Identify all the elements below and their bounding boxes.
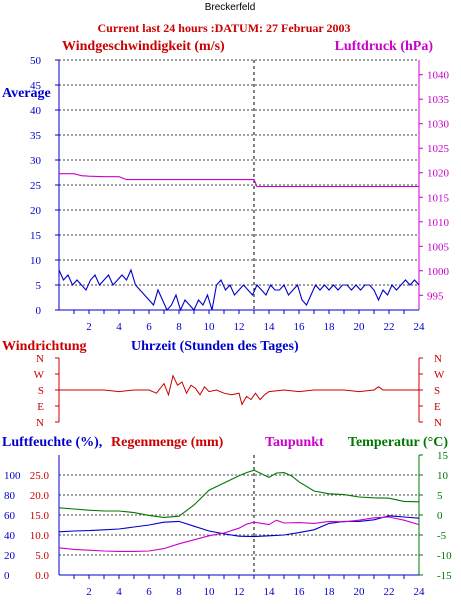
direction-tick-label-left: N bbox=[36, 353, 44, 365]
lower-hour-tick-label: 14 bbox=[264, 586, 276, 598]
pressure-tick-label: 1020 bbox=[427, 168, 450, 180]
hour-tick-label: 20 bbox=[354, 321, 366, 333]
lower-hour-tick-label: 10 bbox=[204, 586, 216, 598]
lower-hour-tick-label: 24 bbox=[414, 586, 426, 598]
humidity-title: Luftfeuchte (%), bbox=[2, 435, 102, 450]
direction-tick-label-right: S bbox=[434, 385, 440, 397]
pressure-tick-label: 1015 bbox=[427, 192, 450, 204]
chart-layer: 0510152025303540455099510001005101010151… bbox=[4, 55, 452, 598]
chart-header: Current last 24 hours :DATUM: 27 Februar… bbox=[98, 21, 351, 35]
average-label: Average bbox=[2, 86, 51, 101]
hour-tick-label: 10 bbox=[204, 321, 216, 333]
temperature-tick-label: 10 bbox=[437, 470, 449, 482]
hour-tick-label: 18 bbox=[324, 321, 336, 333]
temperature-tick-label: 15 bbox=[437, 450, 449, 462]
rain-tick-label: 0.0 bbox=[35, 570, 49, 582]
pressure-title: Luftdruck (hPa) bbox=[335, 39, 434, 54]
hour-tick-label: 22 bbox=[384, 321, 395, 333]
wind-tick-label: 20 bbox=[30, 205, 42, 217]
pressure-line bbox=[59, 173, 419, 188]
wind-tick-label: 0 bbox=[36, 305, 42, 317]
humidity-tick-label: 80 bbox=[4, 490, 16, 502]
hour-tick-label: 14 bbox=[264, 321, 276, 333]
direction-tick-label-left: S bbox=[38, 385, 44, 397]
lower-hour-tick-label: 18 bbox=[324, 586, 336, 598]
temperature-tick-label: -5 bbox=[437, 530, 447, 542]
rain-title: Regenmenge (mm) bbox=[111, 435, 224, 450]
lower-hour-tick-label: 8 bbox=[176, 586, 182, 598]
rain-tick-label: 10.0 bbox=[30, 530, 50, 542]
humidity-tick-label: 100 bbox=[4, 470, 21, 482]
wind-tick-label: 25 bbox=[30, 180, 42, 192]
wind-speed-title: Windgeschwindigkeit (m/s) bbox=[62, 39, 225, 54]
lower-hour-tick-label: 12 bbox=[234, 586, 245, 598]
pressure-tick-label: 1025 bbox=[427, 143, 450, 155]
wind-tick-label: 40 bbox=[30, 105, 42, 117]
dewpoint-line bbox=[58, 516, 420, 552]
wind-tick-label: 50 bbox=[30, 55, 42, 67]
pressure-tick-label: 1035 bbox=[427, 94, 450, 106]
hour-tick-label: 8 bbox=[176, 321, 182, 333]
lower-hour-tick-label: 6 bbox=[146, 586, 152, 598]
direction-tick-label-left: W bbox=[34, 369, 45, 381]
wind-speed-line bbox=[58, 268, 420, 312]
pressure-tick-label: 1000 bbox=[427, 266, 450, 278]
temperature-line bbox=[58, 469, 420, 518]
direction-tick-label-left: N bbox=[36, 417, 44, 429]
time-axis-title: Uhrzeit (Stunden des Tages) bbox=[131, 339, 299, 354]
humidity-tick-label: 40 bbox=[4, 530, 16, 542]
rain-tick-label: 25.0 bbox=[30, 470, 50, 482]
pressure-tick-label: 1040 bbox=[427, 70, 450, 82]
wind-tick-label: 30 bbox=[30, 155, 42, 167]
humidity-line bbox=[58, 515, 420, 538]
direction-tick-label-right: E bbox=[434, 401, 441, 413]
dewpoint-title: Taupunkt bbox=[265, 435, 324, 450]
pressure-tick-label: 1005 bbox=[427, 241, 450, 253]
wind-direction-title: Windrichtung bbox=[2, 339, 87, 354]
humidity-tick-label: 20 bbox=[4, 550, 16, 562]
temperature-title: Temperatur (°C) bbox=[348, 435, 448, 450]
hour-tick-label: 12 bbox=[234, 321, 245, 333]
rain-tick-label: 20.0 bbox=[30, 490, 50, 502]
direction-tick-label-right: W bbox=[434, 369, 445, 381]
wind-tick-label: 15 bbox=[30, 230, 42, 242]
wind-tick-label: 35 bbox=[30, 130, 42, 142]
lower-hour-tick-label: 2 bbox=[86, 586, 92, 598]
lower-hour-tick-label: 20 bbox=[354, 586, 366, 598]
rain-tick-label: 15.0 bbox=[30, 510, 50, 522]
hour-tick-label: 2 bbox=[86, 321, 92, 333]
wind-tick-label: 45 bbox=[30, 80, 42, 92]
wind-tick-label: 10 bbox=[30, 255, 42, 267]
lower-hour-tick-label: 16 bbox=[294, 586, 306, 598]
lower-hour-tick-label: 4 bbox=[116, 586, 122, 598]
hour-tick-label: 6 bbox=[146, 321, 152, 333]
hour-tick-label: 4 bbox=[116, 321, 122, 333]
station-name: Breckerfeld bbox=[205, 2, 256, 13]
direction-tick-label-right: N bbox=[434, 353, 442, 365]
pressure-tick-label: 995 bbox=[427, 290, 444, 302]
direction-tick-label-right: N bbox=[434, 417, 442, 429]
temperature-tick-label: -15 bbox=[437, 570, 452, 582]
pressure-tick-label: 1030 bbox=[427, 119, 450, 131]
wind-tick-label: 5 bbox=[36, 280, 42, 292]
temperature-tick-label: -10 bbox=[437, 550, 452, 562]
wind-direction-line bbox=[59, 374, 419, 406]
lower-hour-tick-label: 22 bbox=[384, 586, 395, 598]
hour-tick-label: 16 bbox=[294, 321, 306, 333]
rain-tick-label: 5.0 bbox=[35, 550, 49, 562]
hour-tick-label: 24 bbox=[414, 321, 426, 333]
temperature-tick-label: 5 bbox=[437, 490, 443, 502]
pressure-tick-label: 1010 bbox=[427, 217, 450, 229]
humidity-tick-label: 0 bbox=[4, 570, 10, 582]
humidity-tick-label: 60 bbox=[4, 510, 16, 522]
temperature-tick-label: 0 bbox=[437, 510, 443, 522]
direction-tick-label-left: E bbox=[37, 401, 44, 413]
